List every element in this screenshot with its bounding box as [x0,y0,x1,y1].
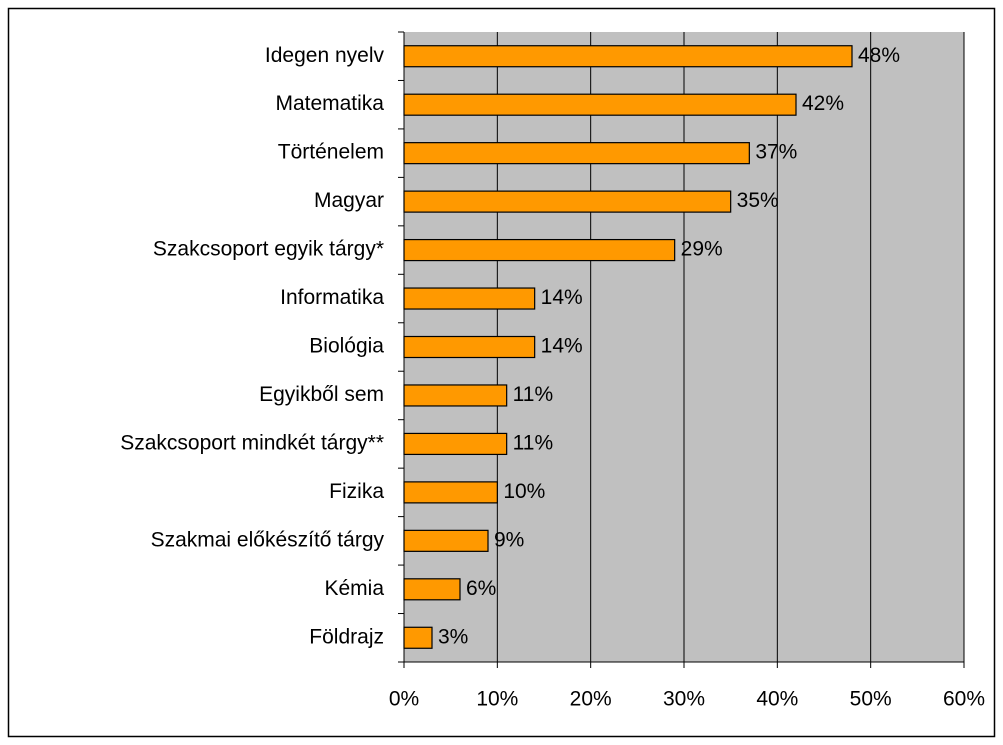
bar [403,93,797,116]
data-label: 29% [681,238,723,261]
bar [403,626,433,649]
x-tick-label: 10% [476,688,518,711]
data-label: 9% [494,528,524,551]
bar [403,287,536,310]
y-tick-label: Történelem [278,141,384,164]
bar [403,578,461,601]
data-label: 14% [541,286,583,309]
data-label: 3% [438,625,468,648]
x-tick-label: 40% [756,688,798,711]
bar [403,481,498,504]
data-label: 11% [513,431,553,454]
y-tick-label: Biológia [309,335,384,358]
data-label: 11% [513,383,553,406]
bar [403,142,750,165]
x-tick-label: 50% [850,688,892,711]
bar [403,45,853,68]
data-label: 48% [858,44,900,67]
bar [403,432,508,456]
data-label: 42% [802,92,844,115]
x-tick-label: 20% [570,688,612,711]
x-tick-label: 0% [389,688,419,711]
y-tick-label: Magyar [314,189,384,212]
y-tick-label: Földrajz [309,625,384,648]
data-label: 37% [755,141,797,164]
bar [403,190,732,213]
y-tick-label: Kémia [324,577,384,600]
y-tick-label: Szakcsoport egyik tárgy* [153,238,384,261]
bar [403,529,489,552]
bar [403,384,508,407]
y-tick-label: Idegen nyelv [265,44,385,67]
x-tick-label: 30% [663,688,705,711]
data-label: 35% [737,189,779,212]
data-label: 6% [466,577,496,600]
x-tick-label: 60% [943,688,985,711]
y-tick-label: Informatika [280,286,384,309]
y-tick-label: Matematika [275,92,384,115]
y-tick-label: Szakcsoport mindkét tárgy** [120,431,384,454]
data-label: 14% [541,335,583,358]
bar [403,238,676,262]
bar [403,335,536,359]
y-tick-label: Fizika [329,480,384,503]
data-label: 10% [503,480,545,503]
y-tick-label: Szakmai előkészítő tárgy [151,528,385,551]
y-tick-label: Egyikből sem [259,383,384,406]
